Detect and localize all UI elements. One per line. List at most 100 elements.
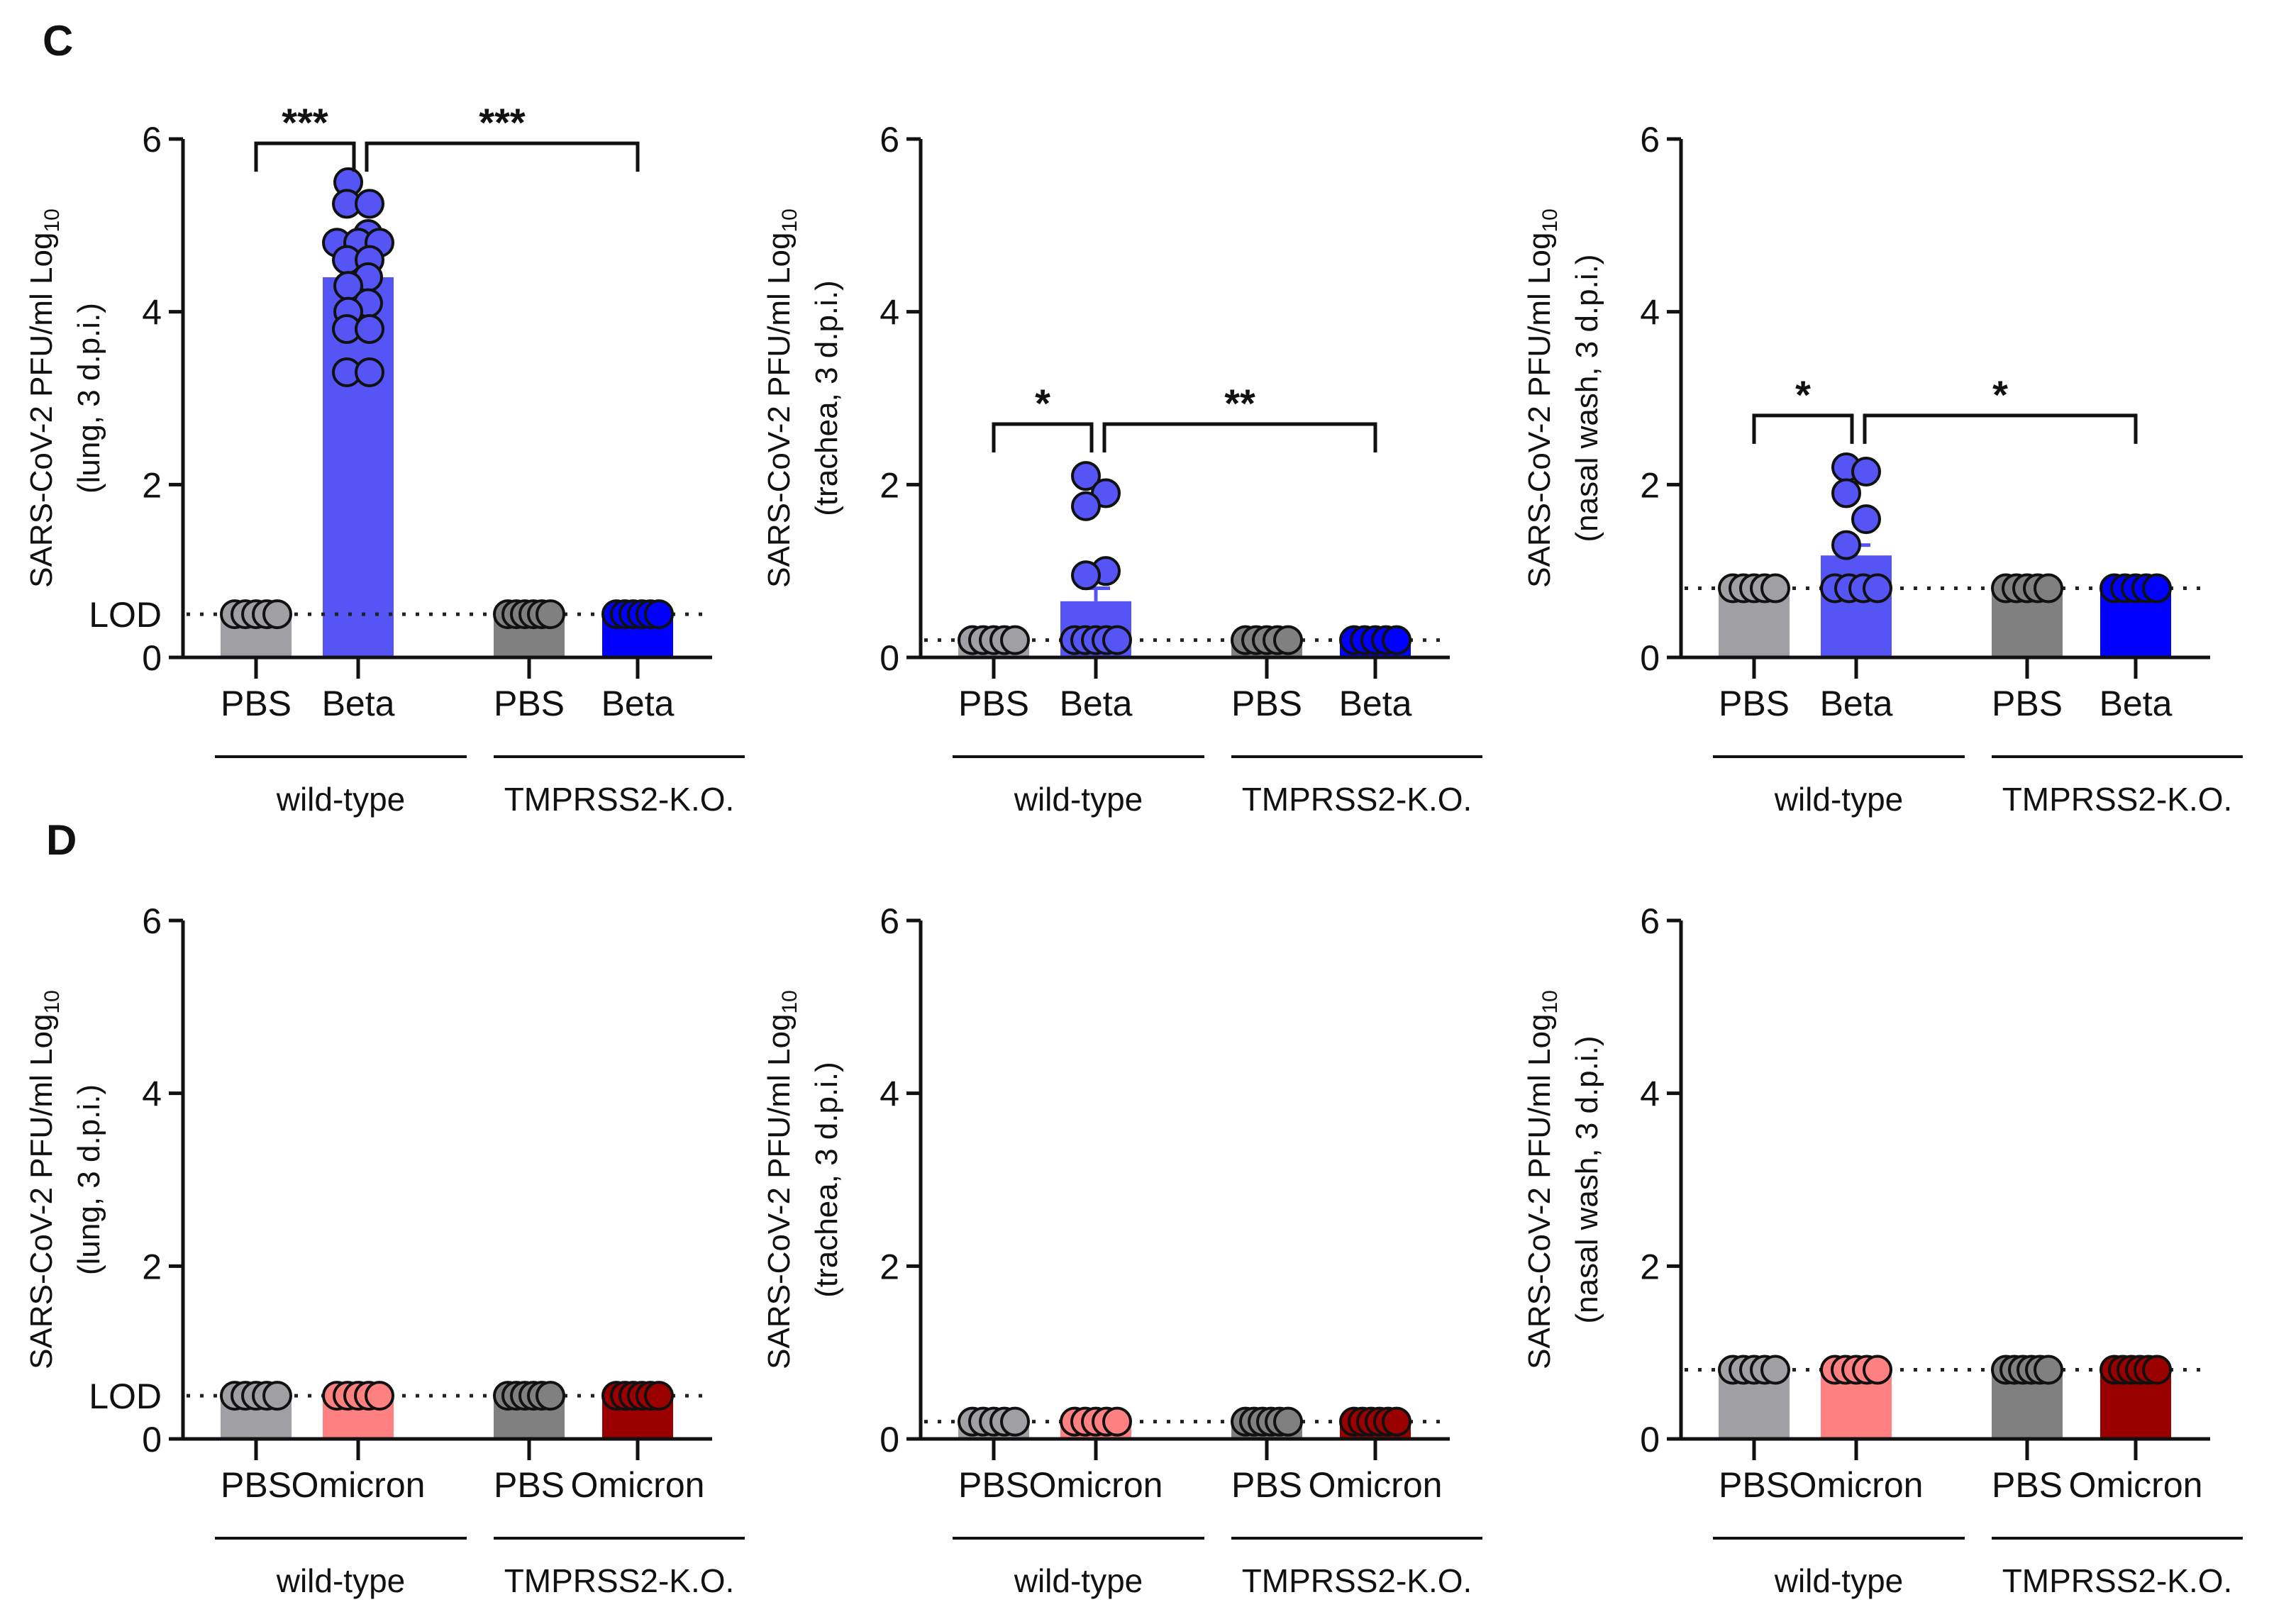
data-point — [644, 1381, 674, 1411]
y-tick-label: 6 — [1640, 901, 1660, 941]
bar — [1821, 555, 1892, 657]
y-tick-label: 2 — [1640, 1247, 1660, 1286]
data-point — [1000, 1406, 1030, 1437]
significance-bracket — [1102, 422, 1377, 453]
significance-label: * — [1992, 372, 2008, 417]
x-tick-label: Beta — [601, 684, 675, 723]
group-label: wild-type — [1774, 1562, 1904, 1599]
y-tick-label: 4 — [142, 1074, 162, 1114]
x-tick-label: PBS — [958, 1465, 1029, 1505]
y-axis-label: SARS-CoV-2 PFU/ml Log10 — [762, 990, 801, 1369]
data-point — [1273, 1406, 1303, 1437]
x-tick-label: PBS — [221, 1465, 292, 1505]
x-tick-label: Omicron — [571, 1465, 705, 1505]
y-axis-label-tissue: (trachea, 3 d.p.i.) — [809, 280, 844, 516]
x-tick-label: PBS — [1719, 1465, 1790, 1505]
group-label: TMPRSS2-K.O. — [2002, 1562, 2233, 1599]
x-tick-label: PBS — [221, 684, 292, 723]
y-tick-label: 6 — [880, 120, 899, 160]
x-tick-label: PBS — [1719, 684, 1790, 723]
data-point — [1071, 491, 1101, 521]
significance-bracket — [1752, 413, 1854, 444]
group-label: TMPRSS2-K.O. — [1242, 1562, 1472, 1599]
data-point — [1863, 1355, 1892, 1385]
group-label: wild-type — [1014, 1562, 1143, 1599]
lod-label: LOD — [89, 1376, 162, 1416]
data-point — [1760, 573, 1790, 604]
y-tick-label: 0 — [1640, 1420, 1660, 1459]
data-point — [1760, 1355, 1790, 1385]
data-point — [536, 599, 565, 630]
data-point — [2142, 573, 2172, 604]
data-point — [2142, 1355, 2172, 1385]
y-axis-label-subscript: 10 — [778, 208, 801, 232]
group-label: wild-type — [1774, 781, 1904, 818]
data-point — [262, 1381, 292, 1411]
x-tick-label: PBS — [494, 684, 565, 723]
x-tick-label: PBS — [494, 1465, 565, 1505]
data-point — [1273, 625, 1303, 655]
y-tick-label: 6 — [142, 901, 162, 941]
y-axis-label: SARS-CoV-2 PFU/ml Log10 — [24, 208, 64, 588]
significance-label: *** — [479, 100, 526, 145]
data-point — [1863, 573, 1892, 604]
x-tick-label: Omicron — [1029, 1465, 1163, 1505]
y-axis-label-subscript: 10 — [40, 208, 64, 232]
y-axis-label-subscript: 10 — [40, 990, 64, 1013]
significance-label: ** — [1224, 381, 1255, 426]
chart-panel-c-trachea: 0 2 4 6 SARS-CoV-2 PFU/ml Log10(trachea, 3 d… — [762, 120, 1482, 818]
y-tick-label: 0 — [880, 1420, 899, 1459]
data-point — [1071, 461, 1101, 491]
data-point — [1102, 625, 1132, 655]
data-point — [365, 1381, 394, 1411]
group-label: wild-type — [276, 781, 406, 818]
x-tick-label: Beta — [2099, 684, 2173, 723]
y-axis-label-subscript: 10 — [778, 990, 801, 1013]
y-tick-label: 0 — [142, 1420, 162, 1459]
group-label: wild-type — [276, 1562, 406, 1599]
chart-panel-d-nasal-wash: 0 2 4 6 SARS-CoV-2 PFU/ml Log10(nasal wash, … — [1522, 901, 2243, 1599]
y-axis-label: SARS-CoV-2 PFU/ml Log10 — [1522, 990, 1562, 1369]
y-tick-label: 6 — [880, 901, 899, 941]
significance-bracket — [1863, 413, 2138, 444]
y-axis-label-subscript: 10 — [1538, 208, 1562, 232]
y-tick-label: 2 — [142, 1247, 162, 1286]
y-axis-label-tissue: (nasal wash, 3 d.p.i.) — [1570, 255, 1604, 543]
y-tick-label: 4 — [880, 1074, 899, 1114]
lod-label: LOD — [89, 595, 162, 635]
chart-panel-d-trachea: 0 2 4 6 SARS-CoV-2 PFU/ml Log10(trachea, 3 d… — [762, 901, 1482, 1599]
y-tick-label: 6 — [142, 120, 162, 160]
data-point — [644, 599, 674, 630]
chart-panel-d-lung: 0 2 4 6 LOD SARS-CoV-2 PFU/ml Log10(lung, 3 d… — [24, 901, 745, 1599]
group-label: TMPRSS2-K.O. — [504, 781, 735, 818]
data-point — [355, 189, 384, 219]
x-tick-label: Omicron — [292, 1465, 426, 1505]
significance-bracket — [365, 141, 640, 172]
y-tick-label: 2 — [1640, 465, 1660, 505]
group-label: wild-type — [1014, 781, 1143, 818]
x-tick-label: Beta — [1820, 684, 1893, 723]
data-point — [1382, 625, 1411, 655]
x-tick-label: Beta — [1339, 684, 1412, 723]
chart-panel-c-lung: 0 2 4 6 LOD SARS-CoV-2 PFU/ml Log10(lung, 3 d… — [24, 100, 745, 818]
y-tick-label: 2 — [880, 465, 899, 505]
y-axis-label-subscript: 10 — [1538, 990, 1562, 1013]
x-tick-label: Beta — [322, 684, 395, 723]
y-tick-label: 4 — [1640, 1074, 1660, 1114]
significance-label: * — [1035, 381, 1050, 426]
y-axis-label-tissue: (lung, 3 d.p.i.) — [72, 1084, 106, 1275]
y-axis-label: SARS-CoV-2 PFU/ml Log10 — [24, 990, 64, 1369]
significance-label: *** — [282, 100, 328, 145]
chart-panel-c-nasal-wash: 0 2 4 6 SARS-CoV-2 PFU/ml Log10(nasal wash, … — [1522, 120, 2243, 818]
y-tick-label: 6 — [1640, 120, 1660, 160]
significance-label: * — [1795, 372, 1811, 417]
data-point — [1000, 625, 1030, 655]
x-tick-label: PBS — [1231, 1465, 1302, 1505]
y-axis-label: SARS-CoV-2 PFU/ml Log10 — [762, 208, 801, 588]
data-point — [1851, 504, 1881, 535]
data-point — [355, 314, 384, 345]
data-point — [1831, 478, 1861, 508]
group-label: TMPRSS2-K.O. — [2002, 781, 2233, 818]
y-axis-label-tissue: (nasal wash, 3 d.p.i.) — [1570, 1036, 1604, 1324]
